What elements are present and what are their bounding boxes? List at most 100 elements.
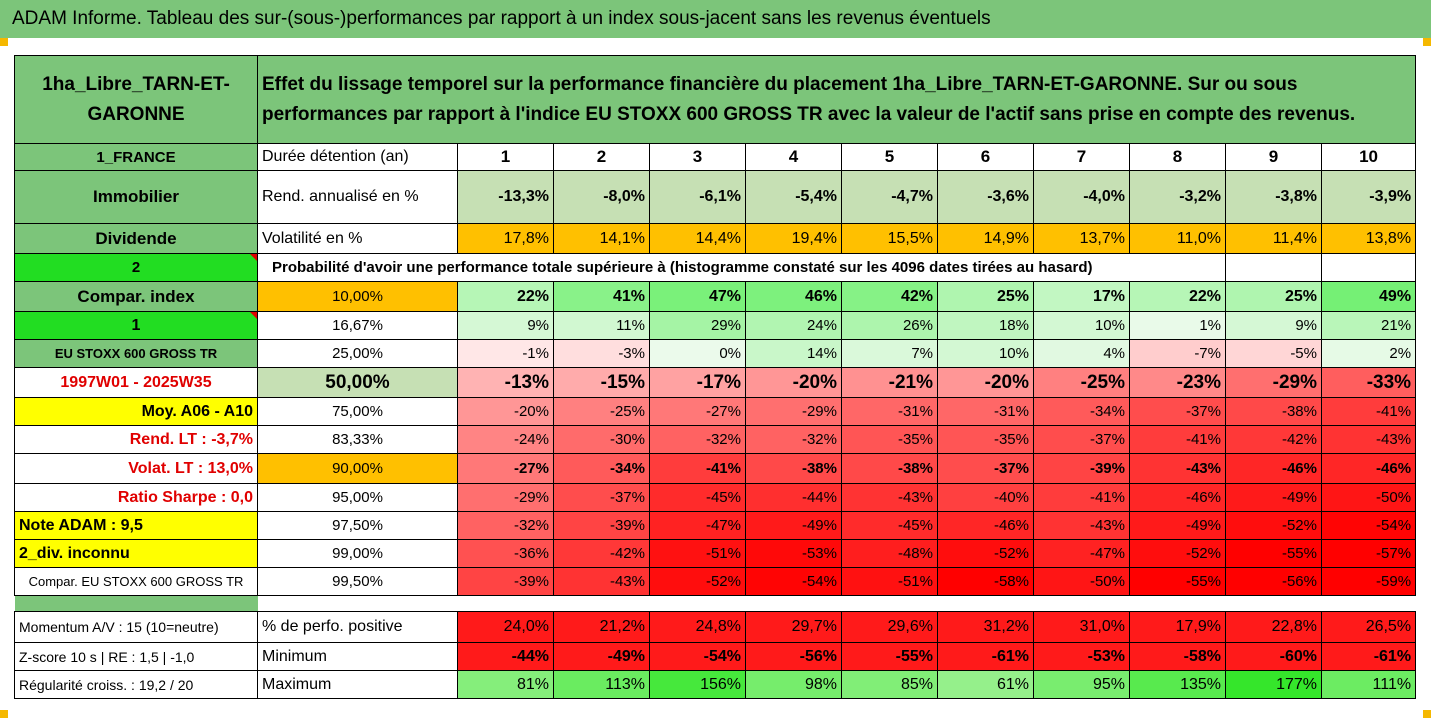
quantile-value: -52% [1129,539,1226,568]
quantile-value: -34% [553,453,650,484]
bottom-value: 135% [1129,670,1226,699]
rend-cell: -13,3% [457,170,554,224]
vol-cell: 11,4% [1225,223,1322,254]
quantile-value: 4% [1033,339,1130,368]
bottom-value: 26,5% [1320,611,1417,643]
bottom-value: 17,9% [1129,611,1226,643]
quantile-value: -27% [649,397,746,426]
empty-cell [1320,253,1417,282]
left-label: Compar. index [14,281,258,312]
quantile-cell: 25,00% [257,339,458,368]
quantile-value: -37% [1129,397,1226,426]
quantile-value: -41% [1129,425,1226,454]
bottom-value: 113% [553,670,650,699]
vol-cell: 15,5% [841,223,938,254]
quantile-cell: 50,00% [257,367,458,398]
probability-label: Probabilité d'avoir une performance tota… [257,253,1226,282]
vol-cell: 13,8% [1320,223,1417,254]
quantile-value: 49% [1320,281,1417,312]
quantile-value: -52% [649,567,746,596]
quantile-value: -42% [1225,425,1322,454]
bottom-value: 111% [1320,670,1417,699]
quantile-value: -20% [457,397,554,426]
bottom-value: 21,2% [553,611,650,643]
quantile-value: 46% [745,281,842,312]
bottom-left-label: Régularité croiss. : 19,2 / 20 [14,670,258,699]
quantile-value: -34% [1033,397,1130,426]
quantile-cell: 10,00% [257,281,458,312]
quantile-value: -41% [649,453,746,484]
quantile-value: -32% [457,511,554,540]
bottom-value: -55% [841,642,938,671]
quantile-value: -43% [1129,453,1226,484]
quantile-value: -21% [841,367,938,398]
quantile-value: -29% [745,397,842,426]
quantile-cell: 16,67% [257,311,458,340]
empty-cell [1225,253,1322,282]
rend-cell: -6,1% [649,170,746,224]
year-cell: 10 [1320,143,1417,171]
asset-type-label: Immobilier [14,170,258,224]
quantile-value: 14% [745,339,842,368]
spacer-cell [258,596,458,612]
quantile-value: -24% [457,425,554,454]
bottom-value: 85% [841,670,938,699]
quantile-value: -56% [1225,567,1322,596]
quantile-value: 26% [841,311,938,340]
quantile-value: -25% [1033,367,1130,398]
quantile-value: 47% [649,281,746,312]
quantile-value: -57% [1320,539,1417,568]
left-label: Ratio Sharpe : 0,0 [14,483,258,512]
quantile-value: -49% [1129,511,1226,540]
quantile-value: -39% [553,511,650,540]
quantile-value: 0% [649,339,746,368]
bottom-value: 22,8% [1225,611,1322,643]
country-label: 1_FRANCE [14,143,258,171]
bottom-value: 31,2% [937,611,1034,643]
spacer-cell [458,596,554,612]
quantile-cell: 95,00% [257,483,458,512]
quantile-value: -30% [553,425,650,454]
corner-marker [1423,38,1431,46]
quantile-value: -41% [1033,483,1130,512]
indicator-2: 2 [14,253,258,282]
quantile-value: -52% [937,539,1034,568]
left-label: Compar. EU STOXX 600 GROSS TR [14,567,258,596]
quantile-value: -17% [649,367,746,398]
quantile-value: 11% [553,311,650,340]
left-label: Note ADAM : 9,5 [14,511,258,540]
rend-cell: -8,0% [553,170,650,224]
duration-label: Durée détention (an) [257,143,458,171]
year-cell: 1 [457,143,554,171]
quantile-value: 22% [457,281,554,312]
quantile-value: -35% [937,425,1034,454]
quantile-value: -46% [1225,453,1322,484]
rend-cell: -3,6% [937,170,1034,224]
quantile-value: -3% [553,339,650,368]
bottom-left-label: Z-score 10 s | RE : 1,5 | -1,0 [14,642,258,671]
quantile-value: -51% [841,567,938,596]
quantile-value: 25% [937,281,1034,312]
rend-cell: -3,2% [1129,170,1226,224]
spacer-cell [842,596,938,612]
vol-cell: 14,9% [937,223,1034,254]
quantile-cell: 83,33% [257,425,458,454]
bottom-value: -61% [1320,642,1417,671]
bottom-value: -60% [1225,642,1322,671]
quantile-value: -1% [457,339,554,368]
quantile-value: -29% [1225,367,1322,398]
left-label: Rend. LT : -3,7% [14,425,258,454]
quantile-value: -59% [1320,567,1417,596]
bottom-metric-label: Minimum [257,642,458,671]
quantile-value: -47% [649,511,746,540]
bottom-value: -61% [937,642,1034,671]
quantile-value: -5% [1225,339,1322,368]
quantile-value: 29% [649,311,746,340]
bottom-value: 29,6% [841,611,938,643]
quantile-value: 7% [841,339,938,368]
left-label: Volat. LT : 13,0% [14,453,258,484]
bottom-value: -44% [457,642,554,671]
quantile-value: -46% [937,511,1034,540]
rend-cell: -4,0% [1033,170,1130,224]
quantile-value: -44% [745,483,842,512]
